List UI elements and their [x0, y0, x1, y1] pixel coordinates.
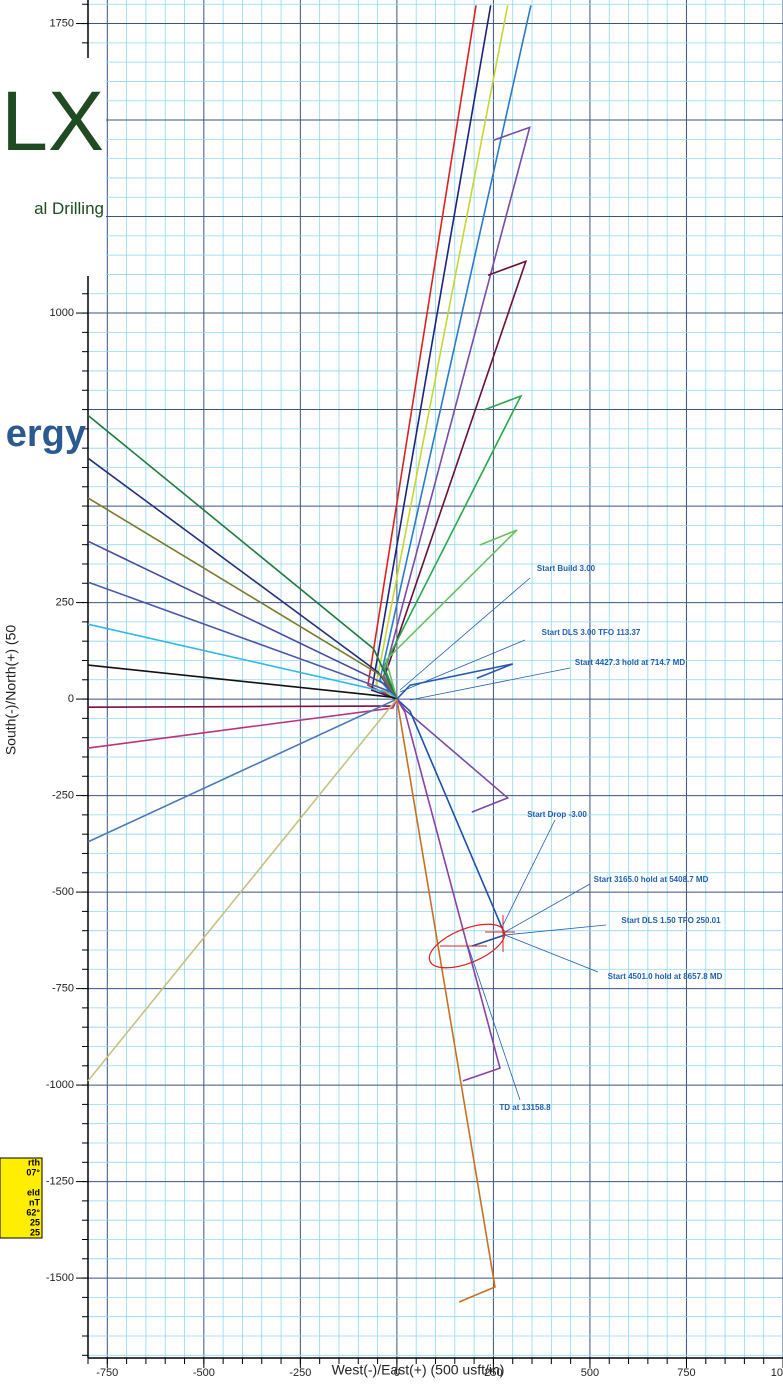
x-tick-label: 750: [677, 1367, 695, 1379]
y-tick-label: -1500: [46, 1272, 74, 1284]
info-text: rth: [28, 1157, 40, 1167]
x-axis-label: West(-)/East(+) (500 usft/in): [332, 1362, 505, 1378]
leader-line: [504, 934, 599, 973]
y-tick-label: -500: [52, 886, 74, 898]
grid: -750 -500 -250 0 250 500 750 1000 1750 1000 250 0 -2…: [46, 0, 783, 1379]
well-path: [87, 623, 398, 700]
y-tick-label: 0: [68, 693, 74, 705]
logo-bg: [0, 58, 106, 276]
y-tick-label: -750: [52, 982, 74, 994]
well-path: [367, 5, 477, 700]
annotation: Start Drop -3.00: [527, 810, 587, 819]
logo-text: LX: [1, 74, 104, 168]
y-axis-label: South(-)/North(+) (50: [3, 625, 19, 756]
x-tick-label: -250: [289, 1367, 311, 1379]
leader-line: [502, 819, 556, 926]
leader-line: [504, 883, 591, 933]
well-path: [87, 698, 398, 843]
well-path: [87, 698, 398, 1082]
well-path: [396, 698, 507, 947]
well-path: [396, 698, 496, 1303]
well-path: [87, 540, 398, 700]
leader-line: [504, 924, 607, 936]
well-path: [385, 529, 518, 700]
well-path: [396, 663, 514, 700]
x-tick-label: 1000: [771, 1367, 783, 1379]
info-text: 62°: [26, 1207, 40, 1217]
well-path: [87, 664, 398, 700]
logo-subtitle: al Drilling: [34, 199, 104, 218]
info-text: 25: [30, 1217, 40, 1227]
annotation: Start Build 3.00: [537, 564, 596, 573]
leader-line: [409, 667, 571, 701]
well-path: [87, 497, 398, 700]
y-tick-label: 1000: [50, 307, 74, 319]
x-tick-label: 500: [581, 1367, 599, 1379]
well-path: [396, 698, 501, 1082]
x-tick-label: 0: [394, 1367, 400, 1379]
y-tick-label: -250: [52, 789, 74, 801]
annotation: Start DLS 3.00 TFO 113.37: [542, 628, 641, 637]
well-path: [375, 5, 509, 700]
info-text: nT: [29, 1197, 40, 1207]
annotation: Start DLS 1.50 TFO 250.01: [621, 916, 721, 925]
info-text: eld: [27, 1187, 40, 1197]
leader-line: [467, 945, 521, 1101]
annotation: Start 3165.0 hold at 5408.7 MD: [594, 875, 709, 884]
well-path: [87, 698, 398, 749]
leader-line: [399, 639, 526, 693]
y-tick-label: -1000: [46, 1079, 74, 1091]
annotation: Start 4427.3 hold at 714.7 MD: [575, 658, 685, 667]
annotation: TD at 13158.8: [499, 1103, 551, 1112]
plot: Start Build 3.00 Start DLS 3.00 TFO 113.3…: [87, 5, 723, 1303]
annotation: Start 4501.0 hold at 8657.8 MD: [608, 972, 723, 981]
leader-line: [399, 577, 531, 691]
y-tick-label: 250: [56, 596, 74, 608]
x-tick-label: 250: [484, 1367, 502, 1379]
y-tick-label: 1750: [50, 17, 74, 29]
y-tick-label: -1250: [46, 1175, 74, 1187]
well-path: [87, 414, 398, 700]
info-text: 07°: [26, 1167, 40, 1177]
info-box: [0, 1157, 43, 1239]
well-path: [382, 126, 531, 700]
info-text: 25: [30, 1227, 40, 1237]
logo-text: ergy: [6, 413, 86, 455]
x-tick-label: -750: [96, 1367, 118, 1379]
x-tick-label: -500: [193, 1367, 215, 1379]
